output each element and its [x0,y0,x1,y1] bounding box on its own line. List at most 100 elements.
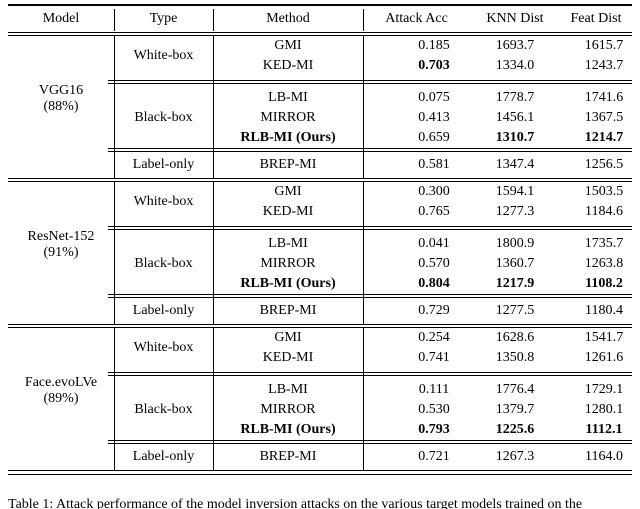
header-type: Type [149,11,178,26]
table-row: BREP-MI 0.729 1277.5 1180.4 [8,301,632,321]
feat-dist-cell: 1729.1 [584,382,624,397]
table-row: KED-MI 0.741 1350.8 1261.6 [8,348,632,368]
feat-dist-cell: 1256.5 [584,157,624,172]
type-label: Black-box [134,256,193,271]
knn-dist-cell: 1277.3 [495,204,535,219]
method-cell: BREP-MI [259,449,317,464]
knn-dist-cell: 1347.4 [495,157,535,172]
model-name: VGG16 [38,83,84,98]
group-separator [108,148,632,152]
type-label: White-box [133,194,194,209]
model-block-faceevolve: Face.evoLVe (89%) White-box GMI 0.254 16… [8,328,632,470]
feat-dist-cell: 1243.7 [584,58,624,73]
attack-acc-cell: 0.041 [418,236,450,251]
model-accuracy: (91%) [43,245,79,260]
group-white-box: White-box GMI 0.185 1693.7 1615.7 KED-MI… [8,36,632,76]
attack-acc-cell: 0.300 [418,184,450,199]
group-label-only: Label-only BREP-MI 0.581 1347.4 1256.5 [8,155,632,175]
type-label: Black-box [134,402,193,417]
attack-acc-cell: 0.581 [418,157,450,172]
attack-acc-cell: 0.793 [418,422,450,437]
group-label-only: Label-only BREP-MI 0.729 1277.5 1180.4 [8,301,632,321]
feat-dist-cell: 1214.7 [584,130,624,145]
feat-dist-cell: 1541.7 [584,330,624,345]
method-cell: BREP-MI [259,303,317,318]
header-row: Model Type Method Attack Acc KNN Dist Fe… [8,6,632,32]
column-divider [213,182,214,324]
feat-dist-cell: 1367.5 [584,110,624,125]
results-table: Model Type Method Attack Acc KNN Dist Fe… [8,0,632,509]
group-label-only: Label-only BREP-MI 0.721 1267.3 1164.0 [8,447,632,467]
method-cell: KED-MI [262,350,314,365]
header-divider-1 [114,9,115,31]
column-divider [114,36,115,178]
feat-dist-cell: 1180.4 [585,303,623,318]
table-bottom-rule [8,470,632,475]
knn-dist-cell: 1456.1 [495,110,535,125]
column-divider [363,182,364,324]
feat-dist-cell: 1735.7 [584,236,624,251]
group-separator [108,80,632,84]
header-method: Method [266,11,310,26]
header-attack-acc: Attack Acc [385,11,448,26]
knn-dist-cell: 1776.4 [495,382,535,397]
knn-dist-cell: 1628.6 [495,330,535,345]
method-cell: GMI [274,184,302,199]
knn-dist-cell: 1267.3 [495,449,535,464]
header-bottom-rule [8,32,632,36]
method-cell: RLB-MI (Ours) [240,422,336,437]
attack-acc-cell: 0.530 [418,402,450,417]
group-white-box: White-box GMI 0.254 1628.6 1541.7 KED-MI… [8,328,632,368]
column-divider [114,182,115,324]
header-knn-dist: KNN Dist [486,11,544,26]
table-row: GMI 0.254 1628.6 1541.7 [8,328,632,348]
header-model: Model [42,11,80,26]
type-label: Label-only [132,157,195,172]
feat-dist-cell: 1615.7 [584,38,624,53]
column-divider [363,328,364,470]
model-block-resnet152: ResNet-152 (91%) White-box GMI 0.300 159… [8,182,632,324]
type-label: Label-only [132,449,195,464]
table-row-ours: RLB-MI (Ours) 0.793 1225.6 1112.1 [8,420,632,440]
table-row: KED-MI 0.703 1334.0 1243.7 [8,56,632,76]
attack-acc-cell: 0.659 [418,130,450,145]
knn-dist-cell: 1360.7 [495,256,535,271]
attack-acc-cell: 0.765 [418,204,450,219]
block-separator-rule [8,324,632,328]
group-black-box: Black-box LB-MI 0.111 1776.4 1729.1 MIRR… [8,380,632,440]
feat-dist-cell: 1112.1 [585,422,623,437]
table-row-ours: RLB-MI (Ours) 0.659 1310.7 1214.7 [8,128,632,148]
column-divider [213,36,214,178]
attack-acc-cell: 0.413 [418,110,450,125]
feat-dist-cell: 1184.6 [585,204,623,219]
model-accuracy: (89%) [43,391,79,406]
header-divider-2 [213,9,214,31]
table-top-rule [8,4,632,6]
column-divider [114,328,115,470]
knn-dist-cell: 1594.1 [495,184,535,199]
block-separator-rule [8,178,632,182]
method-cell: RLB-MI (Ours) [240,130,336,145]
table-row: GMI 0.185 1693.7 1615.7 [8,36,632,56]
model-cell: Face.evoLVe (89%) [8,328,114,470]
method-cell: GMI [274,330,302,345]
group-separator [108,440,632,444]
attack-acc-cell: 0.721 [418,449,450,464]
column-divider [363,36,364,178]
type-label: White-box [133,48,194,63]
table-row: GMI 0.300 1594.1 1503.5 [8,182,632,202]
table-row: MIRROR 0.570 1360.7 1263.8 [8,254,632,274]
table-row: BREP-MI 0.721 1267.3 1164.0 [8,447,632,467]
group-black-box: Black-box LB-MI 0.075 1778.7 1741.6 MIRR… [8,88,632,148]
model-cell: ResNet-152 (91%) [8,182,114,324]
method-cell: RLB-MI (Ours) [240,276,336,291]
knn-dist-cell: 1310.7 [495,130,535,145]
header-divider-3 [363,9,364,31]
type-label: Label-only [132,303,195,318]
model-cell: VGG16 (88%) [8,36,114,178]
table-row: LB-MI 0.041 1800.9 1735.7 [8,234,632,254]
feat-dist-cell: 1263.8 [584,256,624,271]
method-cell: GMI [274,38,302,53]
table-row-ours: RLB-MI (Ours) 0.804 1217.9 1108.2 [8,274,632,294]
